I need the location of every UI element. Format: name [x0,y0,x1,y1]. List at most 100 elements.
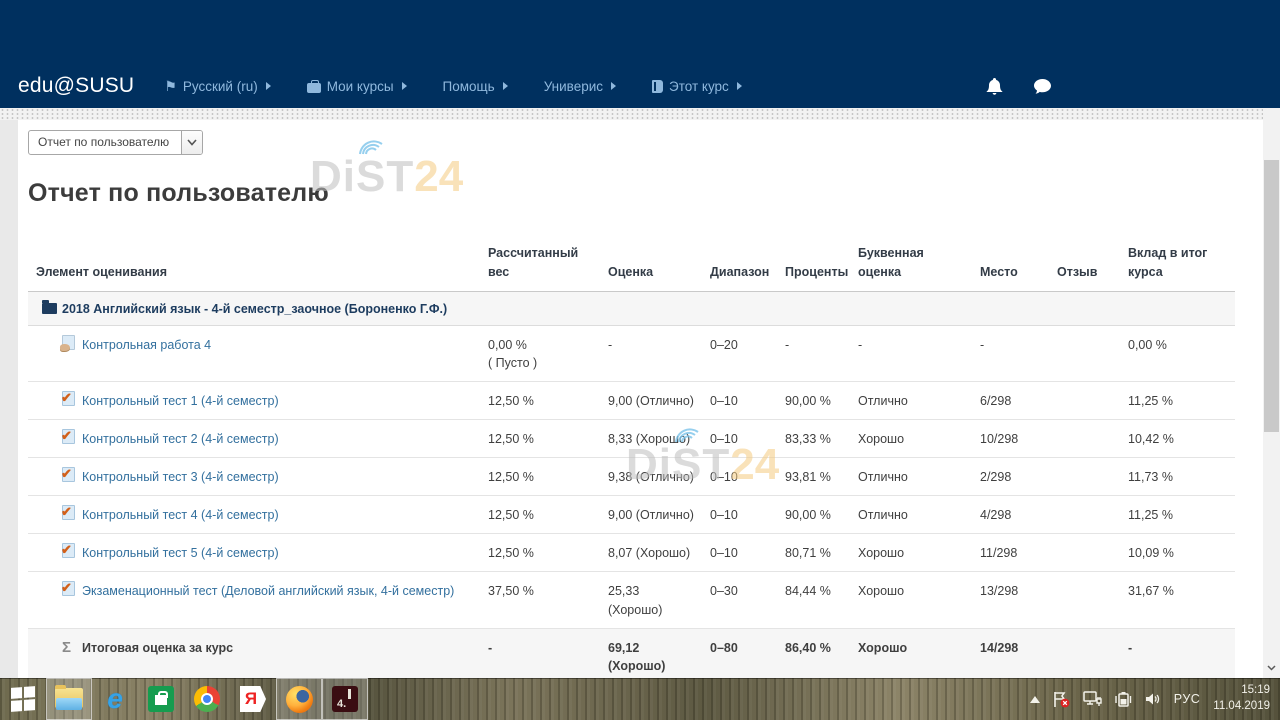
vertical-scrollbar[interactable] [1263,108,1280,678]
volume-icon[interactable] [1145,692,1161,706]
grade-cell: 0–80 [710,640,738,655]
grade-cell: 8,33 (Хорошо) [608,431,691,446]
grade-cell: - [608,337,613,352]
column-header: Рассчитанный вес [488,246,579,279]
grade-cell: Хорошо [858,584,905,599]
nav-item[interactable]: Универис [544,79,616,94]
grade-item-link[interactable]: Контрольный тест 2 (4-й семестр) [82,431,279,446]
user-report-table: Элемент оценивания Рассчитанный вес Оценка… [28,238,1235,678]
grade-item-link[interactable]: Контрольная работа 4 [82,337,212,352]
grade-item-cell: Контрольный тест 3 (4-й семестр) [28,458,480,495]
grade-cell: 37,50 % [488,584,534,599]
wifi-arcs-icon [359,140,383,155]
grade-cell: - [488,640,493,655]
grade-item-cell: Контрольный тест 4 (4-й семестр) [28,496,480,533]
nav-item[interactable]: Русский (ru) [164,78,271,95]
grade-item-link[interactable]: Контрольный тест 4 (4-й семестр) [82,508,279,523]
battery-status-icon[interactable] [1115,691,1133,707]
grade-item-link[interactable]: Контрольный тест 1 (4-й семестр) [82,393,279,408]
nav-item[interactable]: Мои курсы [306,78,407,94]
taskbar-windows-store[interactable] [138,678,184,720]
report-type-select[interactable]: Отчет по пользователю [28,130,203,155]
column-header: Вклад в итог курса [1128,246,1208,279]
grade-cell: 9,00 (Отлично) [608,508,694,523]
table-row: Контрольный тест 4 (4-й семестр) 12,50 % 9… [28,496,1235,535]
table-row: Контрольный тест 5 (4-й семестр) 12,50 % 8… [28,534,1235,573]
windows-logo-icon [11,686,35,712]
grade-cell: 69,12 (Хорошо) [608,640,666,673]
action-center-flag-icon[interactable] [1053,691,1070,708]
grade-cell: 0–10 [710,546,738,561]
nav-item-label: Мои курсы [326,78,394,94]
yandex-browser-icon: Я [240,686,266,712]
grade-cell: 0,00 % ( Пусто ) [488,337,538,370]
grade-item-link[interactable]: Контрольный тест 5 (4-й семестр) [82,546,279,561]
grade-cell: 11/298 [980,546,1018,561]
assignment-icon [60,334,75,351]
scrollbar-down-arrow[interactable] [1263,660,1280,676]
column-header: Буквенная оценка [858,246,924,279]
grade-cell: 0–10 [710,431,738,446]
grade-cell [1049,496,1120,533]
grade-cell [1049,420,1120,457]
grade-cell: 14/298 [980,640,1019,655]
grade-cell: 25,33 (Хорошо) [608,584,663,617]
grade-cell: 80,71 % [785,546,831,561]
grade-cell: 0–30 [710,584,738,599]
page-title: Отчет по пользователю [28,179,329,207]
notifications-bell-icon[interactable] [986,77,1003,96]
taskbar-chrome[interactable] [184,678,230,720]
grade-cell: - [858,337,863,352]
nav-item[interactable]: Помощь [443,79,508,94]
table-row: Контрольный тест 1 (4-й семестр) 12,50 % 9… [28,382,1235,420]
grade-item-cell: Экзаменационный тест (Деловой английский… [28,572,480,627]
grade-item-link[interactable]: Контрольный тест 3 (4-й семестр) [82,470,279,484]
internet-explorer-icon: e [107,683,123,714]
briefcase-icon [306,79,321,93]
grade-cell: 12,50 % [488,470,534,484]
nav-item-label: Универис [543,78,603,94]
taskbar-internet-explorer[interactable]: e [92,678,138,720]
grade-item-name: Итоговая оценка за курс [82,640,234,655]
column-header: Место [980,264,1018,279]
grade-cell: Отлично [858,508,908,523]
column-header: Отзыв [1057,264,1098,279]
grade-cell [1049,534,1120,571]
start-button[interactable] [0,678,46,720]
grade-cell: 86,40 % [785,640,831,655]
messages-chat-icon[interactable] [1033,78,1052,96]
site-brand[interactable]: edu@SUSU [18,74,135,97]
scrollbar-thumb[interactable] [1264,160,1279,432]
grade-cell: 10/298 [980,431,1019,446]
quiz-icon [61,579,75,598]
folder-icon [42,299,57,314]
total-row: Итоговая оценка за курс - 69,12 (Хорошо) 0–… [28,628,1235,678]
grade-cell: 11,25 % [1128,508,1173,523]
taskbar-file-explorer[interactable] [46,678,92,720]
taskbar-app-4[interactable] [322,678,368,720]
grade-item-link[interactable]: Экзаменационный тест (Деловой английский… [82,584,455,599]
table-row: Контрольный тест 3 (4-й семестр) 12,50 % 9… [28,458,1235,497]
flag-icon [164,78,177,95]
quiz-icon [61,503,75,522]
file-explorer-icon [55,685,83,710]
course-category-label: 2018 Английский язык - 4-й семестр_заочн… [62,301,448,316]
grade-cell: - [1128,640,1133,655]
grade-cell: - [785,337,790,352]
quiz-icon [61,541,75,560]
grade-cell [1049,572,1120,627]
firefox-icon [285,685,313,713]
tray-show-hidden-icons[interactable] [1029,695,1040,703]
table-header-row: Элемент оценивания Рассчитанный вес Оценка… [28,238,1235,292]
column-header: Оценка [608,264,654,279]
taskbar-firefox[interactable] [276,678,322,720]
table-body: Контрольная работа 4 0,00 % ( Пусто ) - 0–2… [28,326,1235,678]
tray-language-indicator[interactable]: РУС [1173,692,1201,706]
taskbar-yandex-browser[interactable]: Я [230,678,276,720]
nav-item[interactable]: Этот курс [652,79,742,94]
grade-cell: 12,50 % [488,546,534,561]
grade-cell: 0–10 [710,508,738,523]
nav-item-label: Русский (ru) [182,78,258,94]
network-status-icon[interactable] [1083,691,1102,707]
tray-clock[interactable]: 15:19 11.04.2019 [1213,683,1270,714]
